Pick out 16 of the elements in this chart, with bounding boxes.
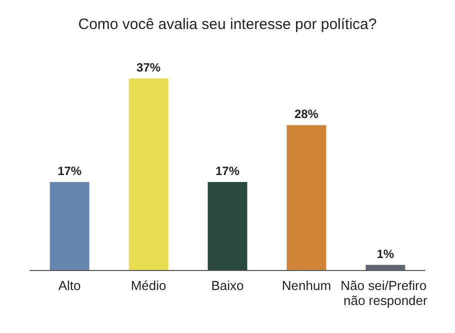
data-label: 1% <box>376 246 394 261</box>
bar <box>128 78 168 270</box>
x-tick-label: Médio <box>130 278 166 293</box>
data-label: 28% <box>294 107 319 122</box>
bar <box>208 182 248 270</box>
x-tick-label: Baixo <box>211 278 244 293</box>
x-tick-label: Nenhum <box>282 278 332 293</box>
data-label: 17% <box>215 164 240 178</box>
bar <box>50 182 90 270</box>
data-label: 37% <box>136 60 161 75</box>
chart-title: Como você avalia seu interesse por política? <box>78 16 377 33</box>
data-label: 17% <box>58 164 82 178</box>
x-tick-label: Alto <box>58 278 81 293</box>
x-tick-label: Não sei/Prefiro não responder <box>340 278 430 308</box>
bar <box>366 264 406 270</box>
bar <box>286 125 326 270</box>
